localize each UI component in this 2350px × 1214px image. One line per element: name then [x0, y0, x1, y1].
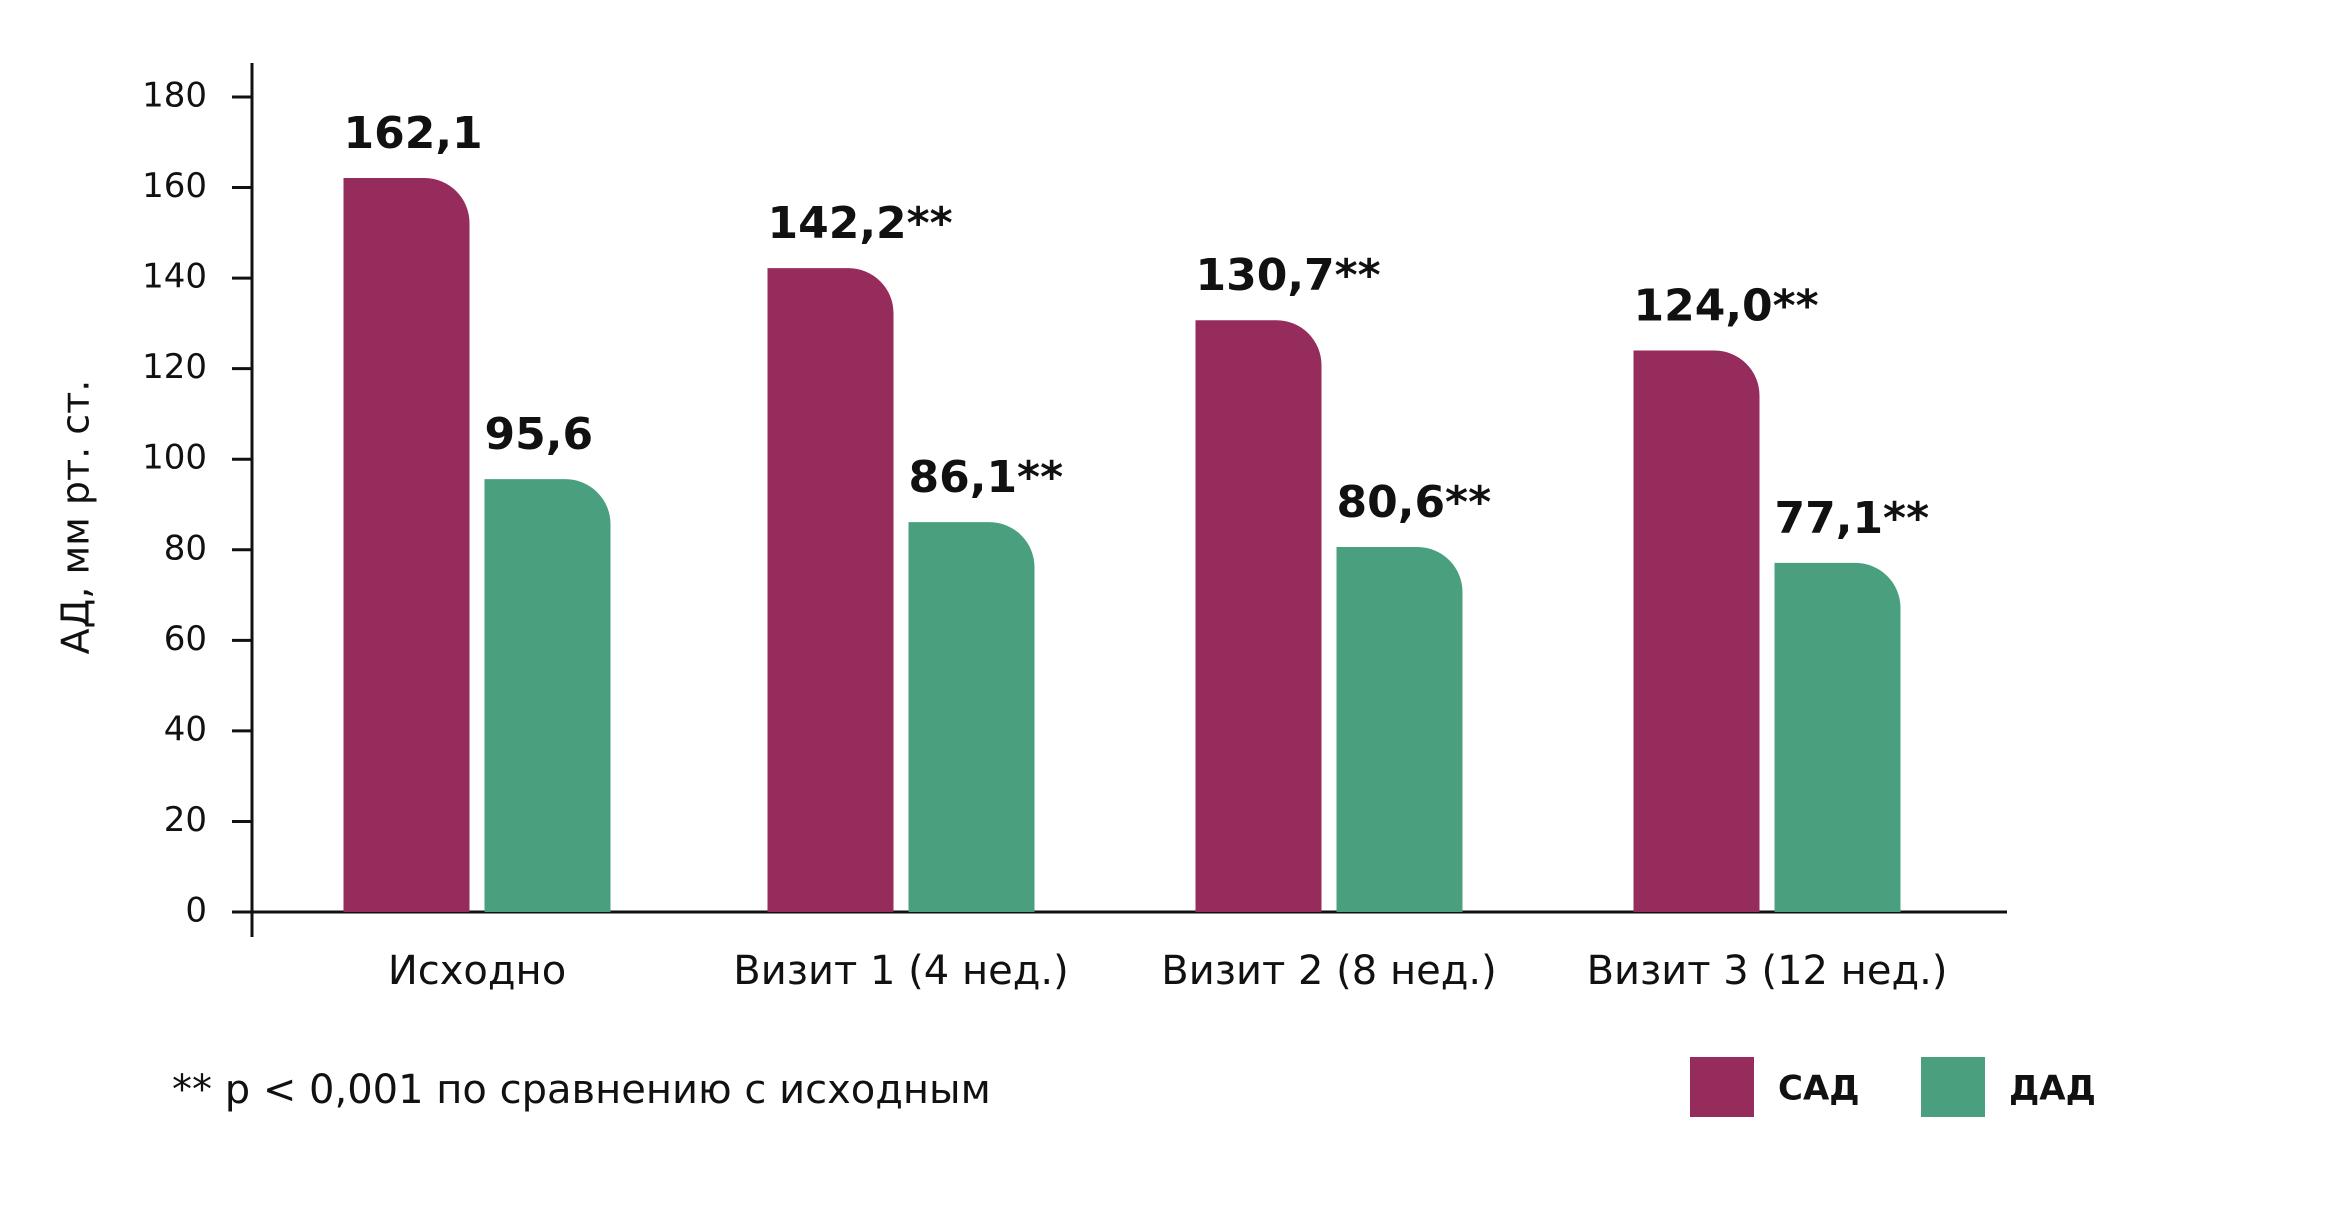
bar — [767, 268, 894, 912]
bar — [1633, 350, 1760, 912]
value-label: 162,1 — [344, 108, 483, 159]
y-tick-label: 0 — [185, 891, 207, 931]
bar — [484, 479, 611, 912]
x-tick-label: Визит 3 (12 нед.) — [1587, 948, 1948, 994]
value-label: 80,6** — [1337, 477, 1492, 528]
y-tick-label: 180 — [142, 76, 207, 116]
y-axis-label: АД, мм рт. ст. — [54, 380, 98, 655]
x-tick-label: Визит 1 (4 нед.) — [733, 948, 1068, 994]
footnote: ** p < 0,001 по сравнению с исходным — [172, 1067, 991, 1113]
y-tick-label: 40 — [164, 709, 207, 749]
value-label: 130,7** — [1196, 250, 1381, 301]
y-tick-label: 80 — [164, 528, 207, 568]
legend-swatch — [1921, 1057, 1985, 1117]
bar — [908, 522, 1035, 912]
y-tick-label: 160 — [142, 166, 207, 206]
bar — [1195, 320, 1322, 912]
x-tick-label: Исходно — [388, 948, 566, 994]
y-tick-label: 20 — [164, 800, 207, 840]
value-label: 124,0** — [1634, 281, 1819, 332]
value-label: 77,1** — [1775, 493, 1930, 544]
y-tick-label: 100 — [142, 438, 207, 478]
y-tick-label: 140 — [142, 257, 207, 297]
bar — [1336, 547, 1463, 912]
y-tick-label: 120 — [142, 347, 207, 387]
value-label: 142,2** — [768, 198, 953, 249]
legend-label: ДАД — [2009, 1069, 2096, 1109]
x-tick-label: Визит 2 (8 нед.) — [1161, 948, 1496, 994]
legend-label: САД — [1778, 1069, 1860, 1109]
legend-swatch — [1690, 1057, 1754, 1117]
value-label: 86,1** — [909, 452, 1064, 503]
value-label: 95,6 — [485, 409, 594, 460]
bar — [343, 178, 470, 912]
bar — [1774, 562, 1901, 912]
y-tick-label: 60 — [164, 619, 207, 659]
